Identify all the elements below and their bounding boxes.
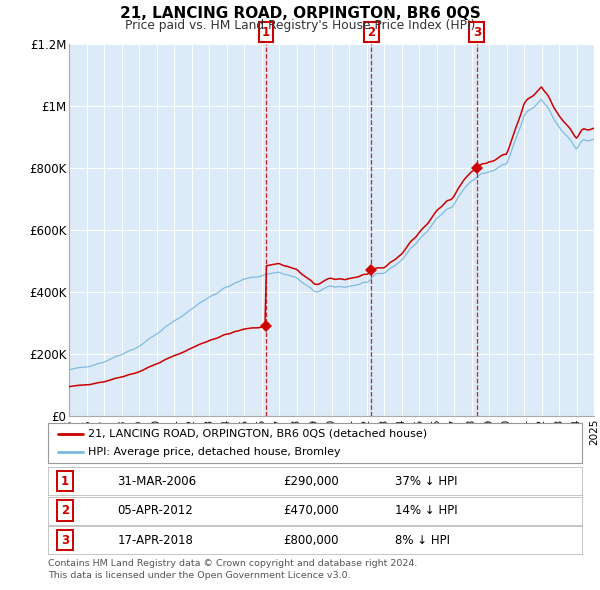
Text: 3: 3 [473,26,481,39]
Text: 2: 2 [61,504,69,517]
Text: HPI: Average price, detached house, Bromley: HPI: Average price, detached house, Brom… [88,447,341,457]
Text: Price paid vs. HM Land Registry's House Price Index (HPI): Price paid vs. HM Land Registry's House … [125,19,475,32]
Text: 1: 1 [262,26,270,39]
Text: Contains HM Land Registry data © Crown copyright and database right 2024.: Contains HM Land Registry data © Crown c… [48,559,418,568]
Text: 2: 2 [367,26,375,39]
Text: 21, LANCING ROAD, ORPINGTON, BR6 0QS (detached house): 21, LANCING ROAD, ORPINGTON, BR6 0QS (de… [88,429,427,439]
Text: 1: 1 [61,474,69,488]
Text: 31-MAR-2006: 31-MAR-2006 [118,474,197,488]
Text: £290,000: £290,000 [283,474,339,488]
Text: 05-APR-2012: 05-APR-2012 [118,504,193,517]
Text: This data is licensed under the Open Government Licence v3.0.: This data is licensed under the Open Gov… [48,571,350,579]
Text: 37% ↓ HPI: 37% ↓ HPI [395,474,458,488]
Text: 3: 3 [61,533,69,547]
Text: 17-APR-2018: 17-APR-2018 [118,533,193,547]
Text: £800,000: £800,000 [283,533,338,547]
Text: 21, LANCING ROAD, ORPINGTON, BR6 0QS: 21, LANCING ROAD, ORPINGTON, BR6 0QS [119,6,481,21]
Text: £470,000: £470,000 [283,504,339,517]
Text: 8% ↓ HPI: 8% ↓ HPI [395,533,450,547]
Text: 14% ↓ HPI: 14% ↓ HPI [395,504,458,517]
